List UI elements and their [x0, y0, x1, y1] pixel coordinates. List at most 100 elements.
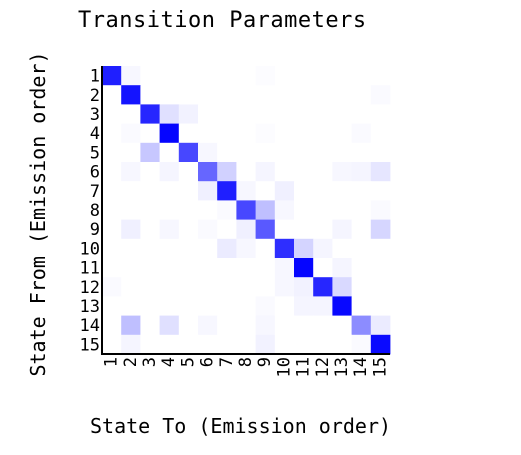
heatmap-cell-r14-c1 — [102, 315, 122, 336]
heatmap-cell-r8-c13 — [332, 200, 352, 220]
heatmap-cell-r1-c11 — [294, 66, 314, 86]
heatmap-cell-r3-c14 — [351, 104, 372, 124]
heatmap-cell-r12-c3 — [140, 277, 160, 297]
y-tick-label: 12 — [80, 278, 100, 298]
heatmap-cell-r14-c13 — [332, 315, 352, 336]
heatmap-cell-r10-c1 — [102, 238, 122, 259]
chart-title: Transition Parameters — [78, 8, 367, 33]
heatmap-cell-r6-c14 — [351, 162, 372, 182]
heatmap-cell-r14-c15 — [370, 315, 391, 336]
heatmap-cell-r13-c7 — [217, 296, 237, 316]
heatmap-cell-r14-c4 — [159, 315, 180, 336]
x-axis-label: State To (Emission order) — [90, 414, 392, 438]
x-tick-label: 14 — [351, 357, 371, 377]
heatmap-cell-r12-c6 — [198, 277, 218, 297]
heatmap-cell-r2-c6 — [198, 85, 218, 105]
heatmap-cell-r13-c5 — [178, 296, 199, 316]
heatmap-cell-r4-c15 — [370, 123, 391, 144]
y-tick-label: 11 — [80, 259, 100, 279]
heatmap-cell-r7-c2 — [121, 181, 141, 201]
heatmap-cell-r3-c6 — [198, 104, 218, 124]
heatmap-cell-r10-c15 — [370, 238, 391, 259]
heatmap-cell-r3-c7 — [217, 104, 237, 124]
heatmap-cell-r6-c7 — [217, 162, 237, 182]
heatmap-cell-r1-c6 — [198, 66, 218, 86]
heatmap-cell-r3-c15 — [370, 104, 391, 124]
heatmap-cell-r11-c2 — [121, 258, 141, 278]
heatmap-cell-r11-c14 — [351, 258, 372, 278]
heatmap-cell-r8-c6 — [198, 200, 218, 220]
heatmap-cell-r12-c12 — [313, 277, 333, 297]
heatmap-cell-r4-c7 — [217, 123, 237, 144]
heatmap-cell-r15-c8 — [236, 334, 256, 355]
heatmap-cell-r7-c5 — [178, 181, 199, 201]
heatmap-cell-r13-c10 — [274, 296, 295, 316]
heatmap-cell-r5-c11 — [294, 142, 314, 163]
heatmap-cell-r2-c4 — [159, 85, 180, 105]
heatmap-cell-r7-c8 — [236, 181, 256, 201]
heatmap-cell-r15-c12 — [313, 334, 333, 355]
heatmap-cell-r1-c2 — [121, 66, 141, 86]
heatmap-cell-r12-c7 — [217, 277, 237, 297]
heatmap-cell-r10-c4 — [159, 238, 180, 259]
heatmap-cell-r14-c12 — [313, 315, 333, 336]
heatmap-cell-r4-c10 — [274, 123, 295, 144]
heatmap-cell-r3-c3 — [140, 104, 160, 124]
heatmap-cell-r13-c4 — [159, 296, 180, 316]
heatmap-cell-r14-c7 — [217, 315, 237, 336]
heatmap-cell-r1-c15 — [370, 66, 391, 86]
heatmap-cell-r7-c6 — [198, 181, 218, 201]
heatmap-cell-r7-c3 — [140, 181, 160, 201]
heatmap-cell-r15-c6 — [198, 334, 218, 355]
heatmap-cell-r5-c8 — [236, 142, 256, 163]
heatmap-cell-r3-c4 — [159, 104, 180, 124]
heatmap-cell-r8-c11 — [294, 200, 314, 220]
heatmap-cell-r10-c12 — [313, 238, 333, 259]
heatmap-cell-r4-c5 — [178, 123, 199, 144]
heatmap-cell-r6-c4 — [159, 162, 180, 182]
heatmap-cell-r7-c15 — [370, 181, 391, 201]
heatmap-cell-r2-c1 — [102, 85, 122, 105]
x-tick-label: 1 — [102, 357, 122, 367]
heatmap-cell-r11-c10 — [274, 258, 295, 278]
heatmap-cell-r8-c7 — [217, 200, 237, 220]
heatmap-cell-r5-c6 — [198, 142, 218, 163]
x-tick-label: 11 — [294, 357, 314, 377]
heatmap-cell-r9-c5 — [178, 219, 199, 240]
heatmap-cell-r1-c8 — [236, 66, 256, 86]
heatmap-cell-r9-c11 — [294, 219, 314, 240]
heatmap-cell-r1-c9 — [255, 66, 276, 86]
heatmap-cell-r9-c6 — [198, 219, 218, 240]
heatmap-cell-r10-c13 — [332, 238, 352, 259]
heatmap-cell-r8-c5 — [178, 200, 199, 220]
heatmap-cell-r7-c10 — [274, 181, 295, 201]
heatmap-cell-r5-c9 — [255, 142, 276, 163]
heatmap-cell-r7-c4 — [159, 181, 180, 201]
heatmap-cell-r12-c11 — [294, 277, 314, 297]
y-tick-label: 6 — [90, 163, 100, 183]
heatmap-cell-r2-c3 — [140, 85, 160, 105]
heatmap-cell-r6-c6 — [198, 162, 218, 182]
y-tick-label: 15 — [80, 335, 100, 355]
heatmap-cell-r5-c12 — [313, 142, 333, 163]
heatmap-cell-r8-c1 — [102, 200, 122, 220]
y-tick-label: 9 — [90, 220, 100, 240]
heatmap-cell-r10-c3 — [140, 238, 160, 259]
x-tick-label: 4 — [159, 357, 179, 367]
heatmap-cell-r12-c10 — [274, 277, 295, 297]
heatmap-cell-r7-c9 — [255, 181, 276, 201]
heatmap-cell-r12-c15 — [370, 277, 391, 297]
heatmap-cell-r10-c6 — [198, 238, 218, 259]
heatmap-cell-r3-c11 — [294, 104, 314, 124]
heatmap-cell-r9-c15 — [370, 219, 391, 240]
heatmap-cell-r5-c5 — [178, 142, 199, 163]
y-tick-label: 8 — [90, 201, 100, 221]
heatmap-cell-r11-c6 — [198, 258, 218, 278]
heatmap-cell-r1-c4 — [159, 66, 180, 86]
heatmap-cell-r3-c13 — [332, 104, 352, 124]
heatmap-cell-r6-c11 — [294, 162, 314, 182]
heatmap-cell-r1-c1 — [102, 66, 122, 86]
heatmap-cell-r10-c9 — [255, 238, 276, 259]
heatmap-cell-r4-c8 — [236, 123, 256, 144]
